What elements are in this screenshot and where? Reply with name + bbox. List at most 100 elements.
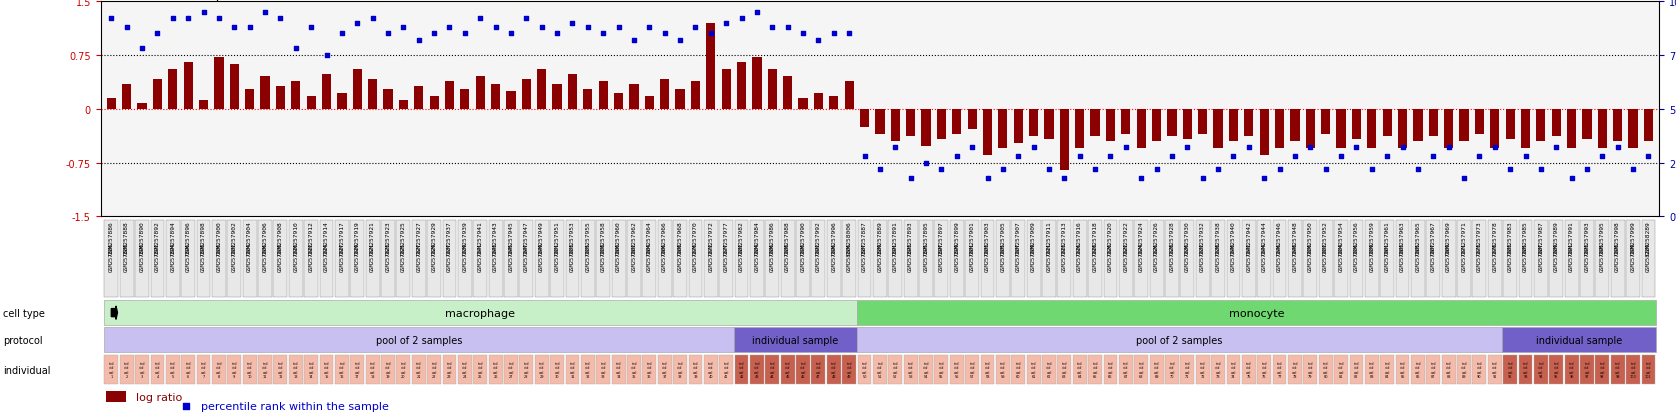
Bar	[1011, 355, 1026, 385]
Text: ind
vid
ual
89: ind vid ual 89	[1461, 361, 1466, 378]
Text: GSM257986: GSM257986	[769, 242, 774, 271]
Bar	[1275, 109, 1284, 149]
Point	[989, 166, 1016, 173]
Text: GSM257892: GSM257892	[154, 221, 159, 255]
Bar	[1552, 109, 1560, 137]
Text: GSM257962: GSM257962	[632, 242, 637, 271]
Bar	[873, 355, 887, 385]
Bar	[613, 94, 623, 109]
FancyBboxPatch shape	[980, 220, 994, 298]
Point	[344, 20, 370, 27]
Text: GSM257946: GSM257946	[1277, 242, 1282, 271]
Bar	[1272, 355, 1287, 385]
Text: GSM257889: GSM257889	[878, 221, 882, 255]
Bar	[1473, 355, 1487, 385]
Text: ind
vid
ual
21: ind vid ual 21	[416, 361, 421, 378]
FancyBboxPatch shape	[1195, 220, 1210, 298]
FancyBboxPatch shape	[365, 220, 379, 298]
Bar	[1074, 109, 1084, 149]
Bar	[1334, 355, 1348, 385]
FancyBboxPatch shape	[873, 220, 887, 298]
Text: GSM257993: GSM257993	[1584, 221, 1589, 255]
Text: ind
vid
ual
23: ind vid ual 23	[447, 361, 453, 378]
FancyBboxPatch shape	[1488, 220, 1502, 298]
Bar	[1490, 109, 1500, 149]
Text: individual sample: individual sample	[1537, 335, 1622, 345]
FancyBboxPatch shape	[1626, 220, 1641, 298]
Bar	[427, 355, 441, 385]
FancyBboxPatch shape	[582, 220, 595, 298]
Text: GSM257899: GSM257899	[954, 221, 959, 255]
Text: ind
vid
ual
6: ind vid ual 6	[186, 361, 191, 378]
Text: GSM257987: GSM257987	[1539, 242, 1544, 271]
Bar	[1103, 355, 1118, 385]
Bar	[1029, 109, 1037, 137]
FancyBboxPatch shape	[1042, 220, 1056, 298]
Point	[836, 31, 863, 38]
Bar	[153, 79, 163, 109]
Bar	[414, 87, 424, 109]
Text: GSM257983: GSM257983	[1508, 242, 1513, 271]
Point	[1619, 166, 1646, 173]
Text: GSM257945: GSM257945	[508, 221, 513, 255]
Bar	[1381, 355, 1394, 385]
Text: GSM257991: GSM257991	[1569, 221, 1574, 255]
Text: GSM257928: GSM257928	[1170, 242, 1175, 271]
Bar	[1456, 355, 1472, 385]
Text: ind
vid
ual
24: ind vid ual 24	[463, 361, 468, 378]
FancyBboxPatch shape	[1120, 220, 1133, 298]
FancyBboxPatch shape	[1518, 220, 1532, 298]
Text: ind
vid
ual
95: ind vid ual 95	[1554, 361, 1559, 378]
Bar	[166, 355, 179, 385]
Point	[1006, 153, 1032, 160]
Point	[406, 38, 432, 44]
Bar	[1321, 109, 1331, 135]
Bar	[597, 355, 610, 385]
Text: GSM257932: GSM257932	[1200, 221, 1205, 255]
Point	[866, 166, 893, 173]
Bar	[473, 355, 488, 385]
Bar	[1042, 355, 1056, 385]
Bar	[768, 70, 778, 109]
Bar	[1260, 109, 1269, 156]
Bar	[273, 355, 287, 385]
Point	[468, 16, 494, 23]
Bar	[980, 355, 994, 385]
FancyBboxPatch shape	[504, 220, 518, 298]
Bar	[136, 355, 149, 385]
Text: ind
vid
ual
9: ind vid ual 9	[231, 361, 236, 378]
Bar	[1428, 109, 1438, 137]
Text: ind
vid
ual
17: ind vid ual 17	[355, 361, 360, 378]
Bar	[691, 82, 701, 109]
Bar	[888, 355, 902, 385]
Bar	[598, 82, 608, 109]
Bar	[1641, 355, 1656, 385]
Text: GSM257928: GSM257928	[1170, 221, 1175, 255]
Bar	[811, 355, 825, 385]
Bar	[384, 89, 392, 109]
Text: ind
vid
ual
100: ind vid ual 100	[1629, 361, 1636, 378]
Text: ind
vid
ual
54: ind vid ual 54	[923, 361, 929, 378]
Bar	[137, 104, 147, 109]
Text: GSM257893: GSM257893	[908, 242, 913, 271]
FancyBboxPatch shape	[1058, 220, 1071, 298]
Text: GSM257901: GSM257901	[970, 221, 975, 255]
FancyBboxPatch shape	[427, 220, 441, 298]
Text: GSM257938: GSM257938	[1215, 221, 1220, 255]
Point	[421, 31, 447, 38]
Text: GSM257995: GSM257995	[1601, 242, 1606, 271]
Bar	[1565, 355, 1579, 385]
Text: ind
vid
ual
32: ind vid ual 32	[585, 361, 590, 378]
Text: ind
vid
ual
4: ind vid ual 4	[154, 361, 161, 378]
Point	[929, 166, 955, 173]
Text: GSM257955: GSM257955	[585, 221, 590, 255]
FancyBboxPatch shape	[535, 220, 548, 298]
Point	[236, 24, 263, 31]
FancyBboxPatch shape	[151, 220, 164, 298]
FancyBboxPatch shape	[766, 220, 779, 298]
Bar	[1398, 109, 1408, 149]
FancyBboxPatch shape	[858, 220, 872, 298]
Bar	[982, 109, 992, 156]
FancyBboxPatch shape	[1349, 220, 1363, 298]
Text: GSM257988: GSM257988	[784, 221, 789, 255]
